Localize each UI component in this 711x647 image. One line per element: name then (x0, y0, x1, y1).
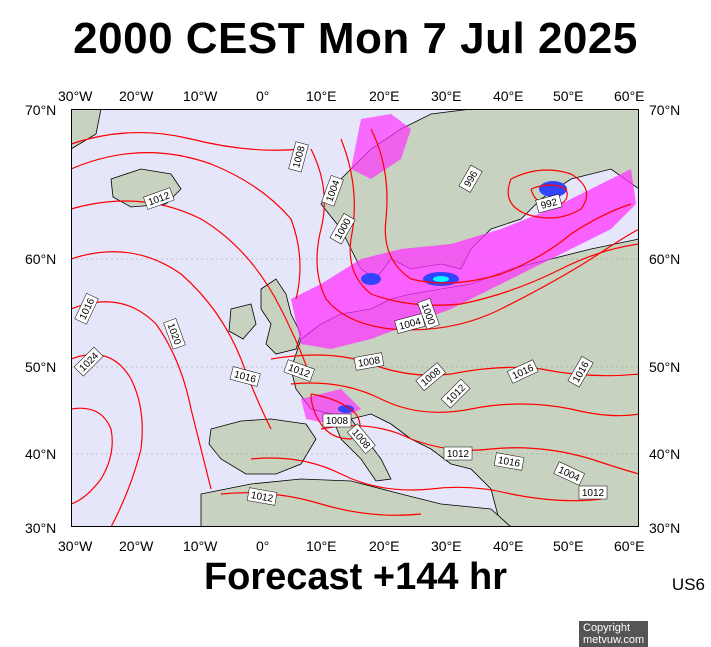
lat-label: 70°N (649, 102, 681, 118)
lon-label: 0° (256, 538, 270, 554)
lon-label: 40°E (493, 88, 524, 104)
lat-label: 50°N (25, 359, 57, 375)
lon-label: 20°W (119, 538, 154, 554)
isobar-label: 1008 (326, 416, 349, 427)
region-code: US6 (671, 575, 705, 594)
lon-label: 20°E (369, 88, 400, 104)
isobar-label: 1016 (497, 455, 521, 470)
lon-label: 50°E (553, 88, 584, 104)
lon-label: 30°E (431, 538, 462, 554)
lon-label: 10°E (306, 88, 337, 104)
map-title: 2000 CEST Mon 7 Jul 2025 (73, 14, 638, 63)
lon-label: 30°E (431, 88, 462, 104)
lon-label: 60°E (614, 88, 645, 104)
forecast-label: Forecast +144 hr (203, 556, 508, 598)
rain-band (291, 169, 636, 349)
isobar-label: 1012 (582, 488, 605, 499)
lon-label: 10°W (183, 88, 218, 104)
map-frame (71, 109, 639, 527)
lon-label: 30°W (58, 538, 93, 554)
map-canvas: 1008 1012 1004 1000 996 992 1016 1020 10… (71, 109, 639, 527)
isobar-label: 992 (540, 197, 559, 212)
copyright-notice: Copyright metvuw.com (579, 621, 649, 647)
rain-patch-north (351, 114, 411, 179)
lon-label: 40°E (493, 538, 524, 554)
isobars (71, 128, 639, 527)
isobar-label: 1012 (250, 490, 274, 505)
lon-label: 10°E (306, 538, 337, 554)
lon-label: 50°E (553, 538, 584, 554)
heavy-rain-cell (338, 405, 354, 413)
lat-label: 50°N (649, 359, 681, 375)
lon-label: 10°W (183, 538, 218, 554)
lat-label: 60°N (649, 251, 681, 267)
great-britain (260, 278, 302, 355)
heavy-rain-cell (539, 181, 567, 197)
isobar-label: 1008 (357, 355, 381, 370)
heavy-rain-cell (361, 273, 381, 285)
greenland (71, 109, 102, 150)
lat-label: 30°N (25, 520, 57, 536)
isobar-label: 1012 (447, 449, 470, 460)
lat-label: 70°N (25, 102, 57, 118)
north-africa (200, 478, 512, 527)
lat-label: 60°N (25, 251, 57, 267)
lon-label: 0° (256, 88, 270, 104)
lon-label: 60°E (614, 538, 645, 554)
lat-label: 30°N (649, 520, 681, 536)
lon-label: 20°W (119, 88, 154, 104)
lat-label: 40°N (25, 446, 57, 462)
ireland (228, 303, 257, 340)
lat-label: 40°N (649, 446, 681, 462)
lon-label: 30°W (58, 88, 93, 104)
heavy-rain-core (433, 276, 449, 282)
lon-label: 20°E (369, 538, 400, 554)
weather-map: 1008 1012 1004 1000 996 992 1016 1020 10… (71, 109, 649, 647)
